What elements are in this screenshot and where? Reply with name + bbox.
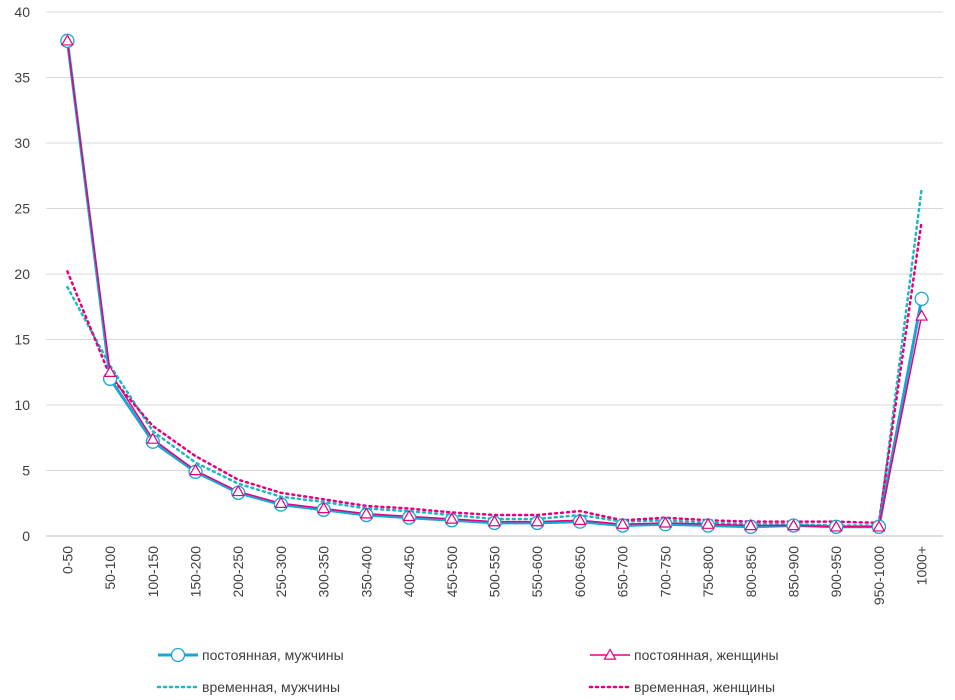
x-tick-label: 150-200: [188, 546, 204, 598]
x-tick-label: 450-500: [444, 546, 460, 598]
y-tick-label: 20: [14, 266, 30, 282]
data-point: [573, 513, 587, 526]
x-tick-label: 300-350: [316, 546, 332, 598]
gridlines: [46, 11, 943, 537]
x-tick-label: 200-250: [230, 546, 246, 598]
x-tick-label: 250-300: [273, 546, 289, 598]
data-point: [872, 520, 886, 532]
data-point: [359, 507, 373, 519]
data-point: [530, 514, 544, 527]
y-tick-label: 35: [14, 70, 30, 86]
data-point: [60, 34, 74, 46]
x-tick-label: 550-600: [529, 546, 545, 598]
x-tick-label: 0-50: [59, 546, 75, 574]
legend-item: постоянная, женщины: [590, 647, 779, 663]
legend-label: временная, мужчины: [202, 679, 340, 695]
x-tick-label: 900-950: [828, 546, 844, 598]
legend-label: временная, женщины: [634, 679, 775, 695]
data-point: [103, 365, 117, 377]
legend-item: временная, женщины: [588, 679, 775, 695]
data-point: [914, 291, 929, 307]
x-tick-label: 1000+: [914, 546, 930, 585]
data-point: [317, 501, 331, 514]
y-tick-label: 40: [14, 4, 30, 20]
x-tick-label: 850-900: [786, 546, 802, 598]
legend-label: постоянная, мужчины: [202, 647, 344, 663]
y-tick-label: 0: [22, 528, 30, 544]
x-tick-label: 400-450: [401, 546, 417, 598]
x-tick-label: 500-550: [487, 546, 503, 598]
y-tick-label: 25: [14, 201, 30, 217]
data-point: [188, 463, 203, 476]
legend-item: постоянная, мужчины: [158, 647, 344, 663]
data-point: [744, 518, 758, 531]
x-tick-label: 350-400: [358, 546, 374, 598]
x-tick-label: 750-800: [700, 546, 716, 598]
data-point: [786, 518, 801, 531]
y-tick-label: 30: [14, 135, 30, 151]
x-tick-label: 950-1000: [871, 546, 887, 605]
series-line: [65, 40, 924, 529]
x-tick-label: 700-750: [657, 546, 673, 598]
series-line: [66, 40, 923, 528]
y-tick-label: 10: [14, 397, 30, 413]
x-tick-label: 600-650: [572, 546, 588, 598]
data-point: [146, 432, 160, 444]
legend-marker: [603, 648, 617, 660]
x-tick-label: 50-100: [102, 546, 118, 590]
legend-item: временная, мужчины: [156, 679, 340, 695]
legend-marker: [170, 647, 186, 663]
data-point: [402, 509, 416, 522]
data-point: [231, 484, 245, 497]
y-tick-label: 5: [22, 463, 30, 479]
legend-label: постоянная, женщины: [634, 647, 779, 663]
data-point: [274, 496, 288, 508]
data-point: [829, 520, 843, 532]
data-point: [701, 517, 715, 529]
x-tick-label: 100-150: [145, 546, 161, 598]
x-tick-label: 650-700: [615, 546, 631, 598]
y-tick-label: 15: [14, 332, 30, 348]
data-point: [616, 517, 630, 529]
data-point: [445, 512, 459, 524]
data-point: [487, 514, 502, 527]
x-tick-label: 800-850: [743, 546, 759, 598]
data-point: [658, 516, 672, 528]
data-point: [915, 309, 929, 321]
